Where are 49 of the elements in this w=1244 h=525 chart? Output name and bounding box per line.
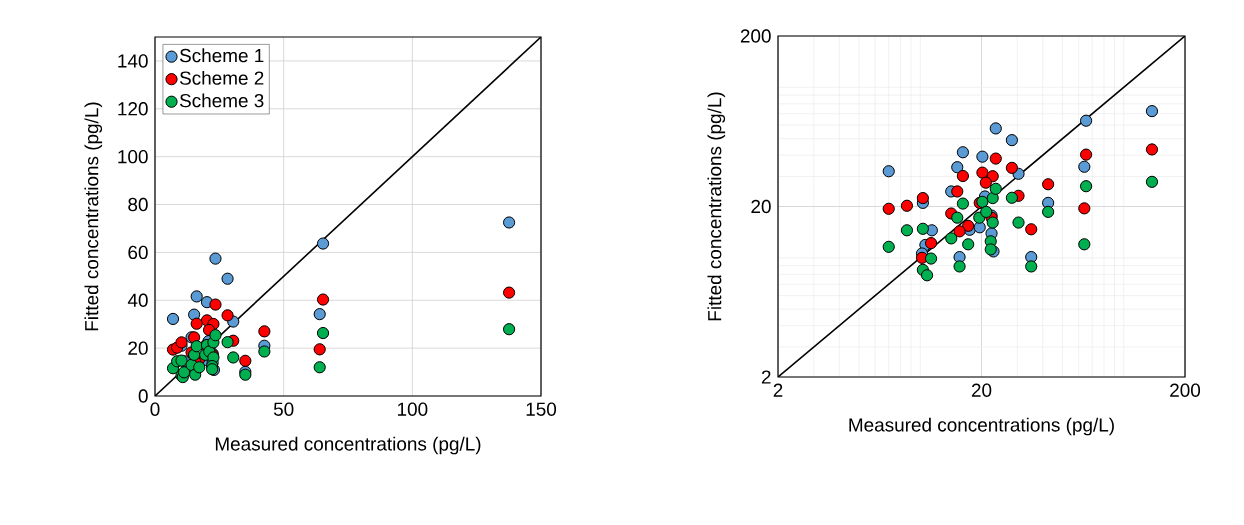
point: [258, 325, 271, 338]
point: [193, 361, 206, 374]
y-tick-label: 100: [118, 149, 148, 164]
point: [316, 293, 330, 306]
point: [221, 336, 234, 349]
point: [190, 317, 203, 330]
y-tick-label: 80: [128, 197, 148, 212]
x-tick-label: 50: [273, 402, 294, 416]
y-axis-title: Fitted concentrations (pg/L): [707, 92, 726, 321]
x-tick-label: 100: [397, 402, 428, 416]
legend-label: Scheme 1: [179, 48, 264, 63]
x-tick-label: 2: [773, 383, 783, 397]
legend-label: Scheme 2: [179, 70, 264, 85]
y-tick-label: 20: [751, 199, 771, 214]
point: [313, 308, 326, 321]
point: [503, 323, 516, 336]
point: [221, 272, 234, 285]
y-tick-label: 60: [128, 245, 148, 260]
y-tick-label: 20: [128, 341, 148, 355]
point: [209, 298, 222, 311]
x-axis-title: Measured concentrations (pg/L): [849, 417, 1114, 436]
point: [239, 354, 252, 367]
point: [190, 340, 203, 353]
y-tick-label: 40: [127, 293, 148, 307]
point: [188, 308, 201, 321]
point: [503, 286, 516, 299]
point: [209, 329, 222, 342]
point: [190, 290, 203, 303]
y-tick-label: 120: [118, 102, 148, 116]
y-tick-label: 140: [118, 54, 148, 68]
legend-label: Scheme 3: [179, 93, 264, 108]
x-axis-title: Measured concentrations (pg/L): [215, 436, 481, 455]
point: [503, 216, 516, 229]
point: [316, 237, 330, 250]
x-tick-label: 150: [526, 402, 557, 416]
point: [221, 309, 234, 322]
point: [209, 252, 222, 265]
x-tick-label: 0: [150, 402, 160, 416]
y-axis-title: Fitted concentrations (pg/L): [84, 102, 103, 331]
point: [258, 345, 271, 358]
y-tick-label: 2: [761, 370, 771, 384]
point: [313, 343, 326, 356]
x-tick-label: 20: [971, 383, 992, 397]
point: [227, 351, 240, 364]
point: [316, 326, 330, 340]
y-tick-label: 200: [740, 29, 771, 43]
x-tick-label: 200: [1170, 383, 1201, 397]
point: [313, 361, 326, 374]
point: [166, 312, 180, 326]
